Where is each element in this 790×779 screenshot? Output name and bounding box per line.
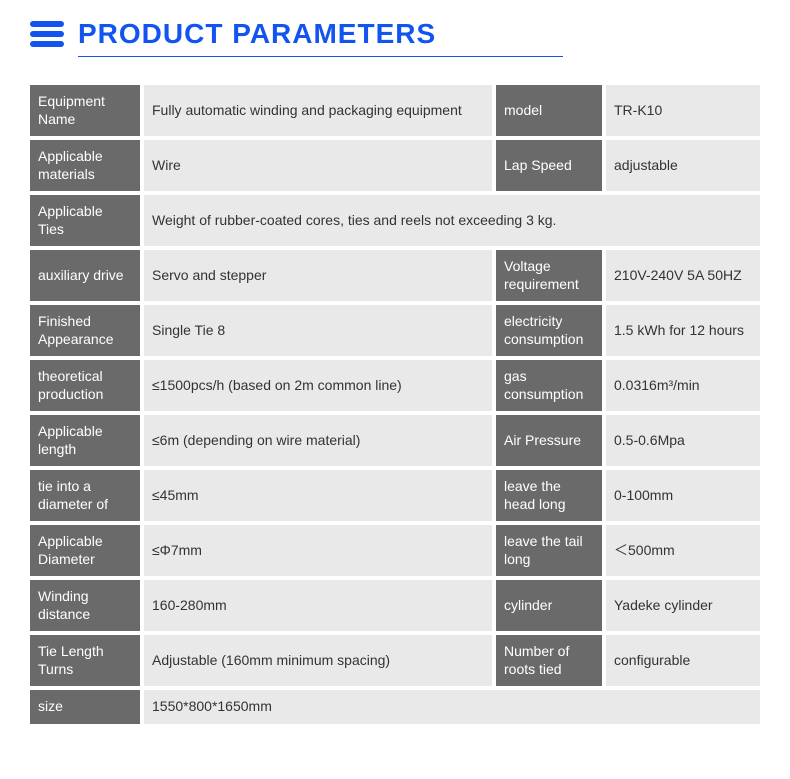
param-label: Lap Speed bbox=[496, 140, 602, 191]
param-value: ≤45mm bbox=[144, 470, 492, 521]
table-row: Applicable length≤6m (depending on wire … bbox=[30, 415, 760, 466]
param-value: ＜500mm bbox=[606, 525, 760, 576]
table-row: Finished AppearanceSingle Tie 8electrici… bbox=[30, 305, 760, 356]
param-label: Equipment Name bbox=[30, 85, 140, 136]
table-row: Winding distance160-280mmcylinderYadeke … bbox=[30, 580, 760, 631]
param-label: size bbox=[30, 690, 140, 724]
param-value: 1.5 kWh for 12 hours bbox=[606, 305, 760, 356]
param-label: theoretical production bbox=[30, 360, 140, 411]
param-label: leave the tail long bbox=[496, 525, 602, 576]
param-label: tie into a diameter of bbox=[30, 470, 140, 521]
param-label: Applicable Ties bbox=[30, 195, 140, 246]
param-value: 1550*800*1650mm bbox=[144, 690, 760, 724]
param-label: cylinder bbox=[496, 580, 602, 631]
param-value: configurable bbox=[606, 635, 760, 686]
param-value: 0-100mm bbox=[606, 470, 760, 521]
param-value: Servo and stepper bbox=[144, 250, 492, 301]
table-row: Applicable TiesWeight of rubber-coated c… bbox=[30, 195, 760, 246]
param-value: Adjustable (160mm minimum spacing) bbox=[144, 635, 492, 686]
param-label: electricity consumption bbox=[496, 305, 602, 356]
table-row: Applicable Diameter≤Φ7mmleave the tail l… bbox=[30, 525, 760, 576]
param-value: 210V-240V 5A 50HZ bbox=[606, 250, 760, 301]
table-row: size1550*800*1650mm bbox=[30, 690, 760, 724]
param-value: 160-280mm bbox=[144, 580, 492, 631]
param-label: gas consumption bbox=[496, 360, 602, 411]
table-row: tie into a diameter of≤45mmleave the hea… bbox=[30, 470, 760, 521]
param-value: Wire bbox=[144, 140, 492, 191]
param-value: ≤6m (depending on wire material) bbox=[144, 415, 492, 466]
param-label: Air Pressure bbox=[496, 415, 602, 466]
table-row: Tie Length TurnsAdjustable (160mm minimu… bbox=[30, 635, 760, 686]
table-row: auxiliary driveServo and stepperVoltage … bbox=[30, 250, 760, 301]
param-label: Finished Appearance bbox=[30, 305, 140, 356]
table-row: Equipment NameFully automatic winding an… bbox=[30, 85, 760, 136]
param-label: auxiliary drive bbox=[30, 250, 140, 301]
param-label: Winding distance bbox=[30, 580, 140, 631]
param-label: Applicable Diameter bbox=[30, 525, 140, 576]
param-label: Voltage requirement bbox=[496, 250, 602, 301]
param-value: TR-K10 bbox=[606, 85, 760, 136]
param-label: model bbox=[496, 85, 602, 136]
param-value: Single Tie 8 bbox=[144, 305, 492, 356]
param-value: ≤Φ7mm bbox=[144, 525, 492, 576]
page-title: PRODUCT PARAMETERS bbox=[78, 18, 436, 50]
param-value: Fully automatic winding and packaging eq… bbox=[144, 85, 492, 136]
param-value: 0.5-0.6Mpa bbox=[606, 415, 760, 466]
param-value: ≤1500pcs/h (based on 2m common line) bbox=[144, 360, 492, 411]
param-value: Weight of rubber-coated cores, ties and … bbox=[144, 195, 760, 246]
param-label: leave the head long bbox=[496, 470, 602, 521]
param-value: adjustable bbox=[606, 140, 760, 191]
param-label: Applicable materials bbox=[30, 140, 140, 191]
table-row: theoretical production≤1500pcs/h (based … bbox=[30, 360, 760, 411]
table-row: Applicable materials WireLap Speedadjust… bbox=[30, 140, 760, 191]
param-label: Number of roots tied bbox=[496, 635, 602, 686]
param-value: 0.0316m³/min bbox=[606, 360, 760, 411]
param-value: Yadeke cylinder bbox=[606, 580, 760, 631]
param-label: Applicable length bbox=[30, 415, 140, 466]
param-label: Tie Length Turns bbox=[30, 635, 140, 686]
parameters-table: Equipment NameFully automatic winding an… bbox=[30, 85, 760, 724]
title-underline bbox=[78, 56, 563, 57]
hamburger-icon bbox=[30, 21, 64, 47]
header: PRODUCT PARAMETERS bbox=[30, 18, 760, 50]
